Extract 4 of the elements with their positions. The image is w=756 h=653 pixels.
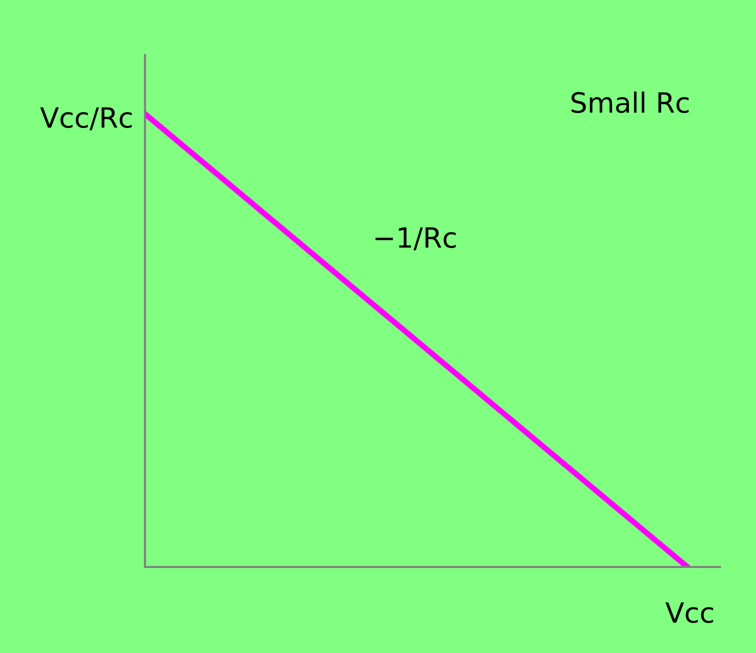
y-axis-title: Vcc/Rc [40,107,132,130]
text: Small Rc [572,92,689,114]
x-axis-title: Vcc [665,602,714,624]
annotation: −1/Rc [376,227,456,250]
